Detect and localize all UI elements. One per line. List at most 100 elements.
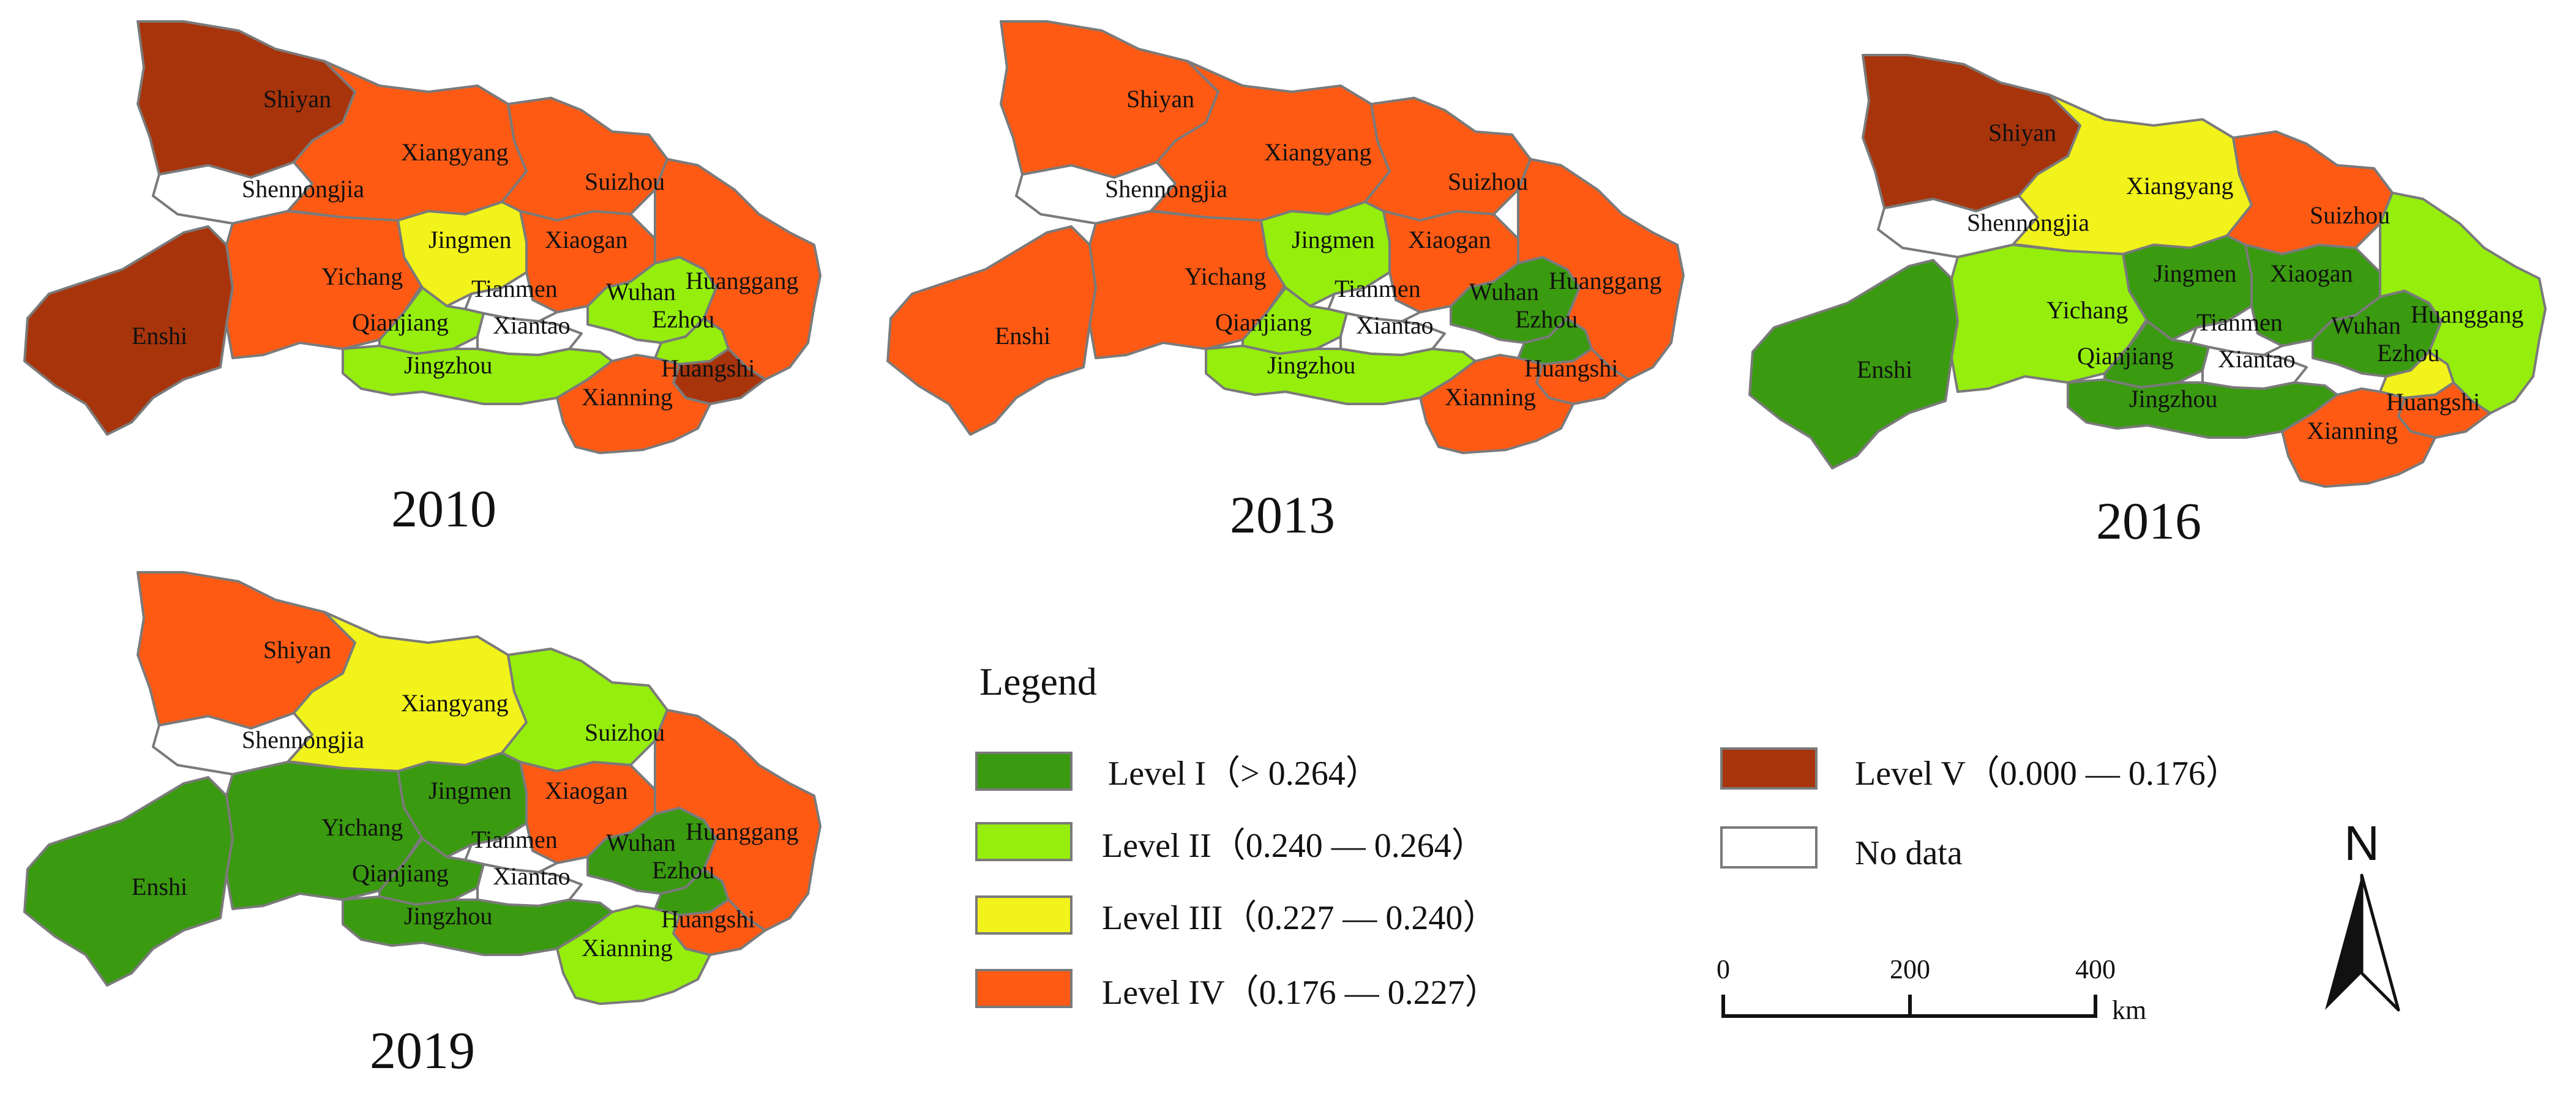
city-label-suizhou: Suizhou	[1448, 168, 1528, 195]
city-label-yichang: Yichang	[1185, 263, 1266, 290]
city-label-xianning: Xianning	[582, 383, 673, 411]
city-label-ezhou: Ezhou	[652, 856, 714, 884]
region-enshi	[23, 776, 234, 987]
scale-bar-unit: km	[2112, 995, 2146, 1025]
scale-bar: 0 200 400 km	[1717, 954, 2146, 1025]
legend-item-level-5: Level V（0.000 — 0.176）	[1720, 747, 2240, 793]
region-suizhou	[501, 648, 668, 772]
city-label-xiangyang: Xiangyang	[1264, 138, 1372, 166]
city-label-xiantao: Xiantao	[493, 862, 571, 890]
city-label-enshi: Enshi	[1857, 356, 1912, 383]
city-label-ezhou: Ezhou	[2377, 339, 2439, 367]
legend-swatch-level-4	[975, 969, 1073, 1008]
city-label-xiantao: Xiantao	[2218, 345, 2296, 373]
region-huanggang	[1517, 158, 1685, 381]
legend-swatch-level-2	[975, 822, 1073, 861]
city-label-tianmen: Tianmen	[1335, 275, 1421, 302]
city-label-xianning: Xianning	[2307, 417, 2398, 444]
city-label-enshi: Enshi	[132, 322, 187, 349]
city-label-shennongjia: Shennongjia	[242, 726, 364, 753]
region-huanggang	[654, 158, 822, 381]
city-label-jingzhou: Jingzhou	[1267, 351, 1355, 379]
city-label-yichang: Yichang	[321, 263, 403, 290]
scale-bar-label-0: 0	[1717, 954, 1730, 984]
region-xianning	[1419, 354, 1574, 454]
legend-item-level-1: Level I（> 0.264）	[975, 752, 1380, 793]
city-label-jingmen: Jingmen	[1292, 226, 1375, 253]
city-label-qianjiang: Qianjiang	[1215, 308, 1312, 336]
city-label-huanggang: Huanggang	[686, 267, 798, 294]
city-label-enshi: Enshi	[995, 322, 1050, 349]
city-label-xiaogan: Xiaogan	[2270, 260, 2353, 287]
city-label-qianjiang: Qianjiang	[352, 859, 449, 887]
legend-swatch-level-1	[975, 752, 1073, 791]
city-label-xianning: Xianning	[1445, 383, 1536, 411]
city-label-tianmen: Tianmen	[471, 275, 558, 302]
region-suizhou	[501, 97, 668, 222]
city-label-wuhan: Wuhan	[606, 278, 676, 305]
city-label-huanggang: Huanggang	[2411, 301, 2523, 328]
legend-item-level-4: Level IV（0.176 — 0.227）	[975, 969, 1499, 1012]
legend-item-level-2: Level II（0.240 — 0.264）	[975, 822, 1486, 865]
city-label-huangshi: Huangshi	[2386, 388, 2480, 416]
north-arrow-left-half	[2325, 875, 2362, 1010]
scale-bar-label-400: 400	[2075, 954, 2116, 984]
legend-item-level-3: Level III（0.227 — 0.240）	[975, 895, 1497, 937]
city-label-qianjiang: Qianjiang	[2077, 342, 2174, 370]
city-label-huanggang: Huanggang	[686, 818, 798, 845]
year-label-2013: 2013	[1230, 485, 1335, 544]
legend-label-level-4: Level IV（0.176 — 0.227）	[1102, 974, 1499, 1012]
city-label-wuhan: Wuhan	[2331, 312, 2401, 339]
region-enshi	[1748, 259, 1959, 469]
region-xianning	[556, 905, 711, 1005]
legend-label-level-5: Level V（0.000 — 0.176）	[1855, 755, 2240, 793]
legend-label-level-3: Level III（0.227 — 0.240）	[1102, 899, 1497, 937]
city-label-suizhou: Suizhou	[585, 719, 665, 746]
region-enshi	[886, 225, 1097, 436]
north-arrow: N	[2325, 816, 2400, 1012]
city-label-xiaogan: Xiaogan	[545, 777, 628, 804]
city-label-huangshi: Huangshi	[1524, 354, 1618, 382]
legend: Legend Level I（> 0.264） Level II（0.240 —…	[975, 660, 2240, 1012]
city-label-jingmen: Jingmen	[2154, 260, 2237, 287]
city-label-jingmen: Jingmen	[429, 226, 512, 253]
legend-swatch-level-3	[975, 895, 1073, 935]
city-label-jingmen: Jingmen	[429, 777, 512, 804]
map-panel-2013: Shiyan Shennongjia Xiangyang Suizhou Enshi Yi…	[886, 20, 1685, 454]
map-panel-2019: Shiyan Shennongjia Xiangyang Suizhou Enshi Yi…	[23, 571, 822, 1005]
region-huanggang	[654, 709, 822, 932]
city-label-xianning: Xianning	[582, 934, 673, 962]
city-label-shiyan: Shiyan	[263, 636, 331, 663]
legend-swatch-level-5	[1720, 747, 1818, 790]
city-label-huangshi: Huangshi	[661, 905, 755, 933]
city-label-ezhou: Ezhou	[652, 305, 714, 333]
city-label-tianmen: Tianmen	[2196, 308, 2283, 336]
city-label-ezhou: Ezhou	[1515, 305, 1578, 333]
city-label-huanggang: Huanggang	[1549, 267, 1661, 294]
city-label-jingzhou: Jingzhou	[2129, 385, 2217, 413]
legend-label-level-1: Level I（> 0.264）	[1108, 755, 1380, 793]
year-label-2016: 2016	[2096, 491, 2201, 550]
city-label-xiaogan: Xiaogan	[1408, 226, 1491, 253]
city-label-huangshi: Huangshi	[661, 354, 755, 382]
city-label-xiangyang: Xiangyang	[2126, 172, 2234, 200]
city-label-shiyan: Shiyan	[1988, 119, 2056, 146]
legend-swatch-no-data	[1720, 826, 1818, 869]
city-label-shennongjia: Shennongjia	[1967, 209, 2089, 236]
region-xianning	[556, 354, 711, 454]
city-label-yichang: Yichang	[321, 813, 403, 841]
city-label-jingzhou: Jingzhou	[404, 351, 492, 379]
region-enshi	[23, 225, 234, 436]
city-label-wuhan: Wuhan	[606, 829, 676, 856]
city-label-shennongjia: Shennongjia	[242, 175, 364, 203]
scale-bar-label-200: 200	[1890, 954, 1930, 984]
legend-title: Legend	[979, 660, 1097, 703]
city-label-shiyan: Shiyan	[1126, 85, 1194, 113]
region-xianning	[2281, 387, 2436, 488]
city-label-wuhan: Wuhan	[1469, 278, 1539, 305]
region-suizhou	[1364, 97, 1532, 222]
region-suizhou	[2226, 130, 2394, 255]
map-panel-2016: Shiyan Shennongjia Xiangyang Suizhou Enshi Yi…	[1748, 54, 2547, 488]
